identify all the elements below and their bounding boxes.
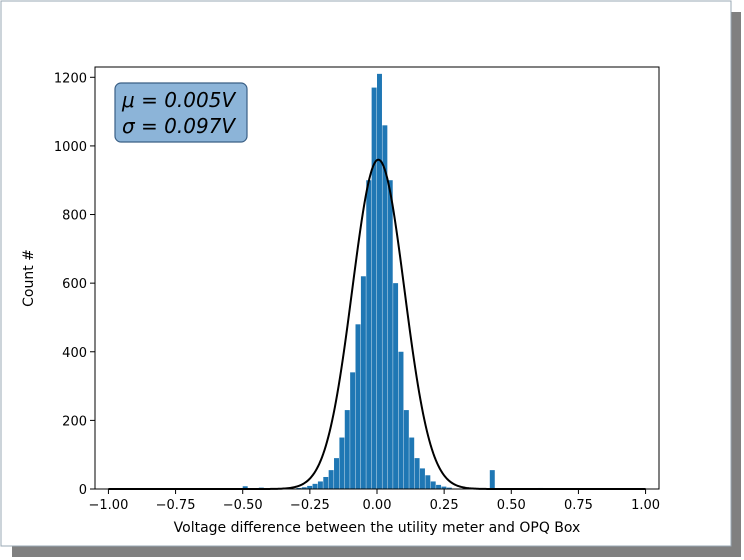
histogram-bar [312,483,318,489]
histogram-bar [360,276,366,489]
histogram-bar [307,485,313,489]
histogram-bar [436,484,442,489]
x-axis-label: Voltage difference between the utility m… [174,520,581,536]
histogram-bars [242,73,544,490]
histogram-bar [355,324,361,489]
histogram-bar [334,458,339,489]
y-axis-label: Count # [21,249,37,307]
y-tick-label: 600 [62,277,87,292]
histogram-bar [350,372,356,489]
histogram-bar [323,476,329,489]
histogram-bar [403,410,409,489]
x-tick-label: 0.75 [564,498,593,513]
stats-mu-text: μ = 0.005V [121,88,236,112]
histogram-bar [446,487,452,489]
histogram-bar [344,410,350,489]
y-tick-label: 1200 [54,71,87,86]
histogram-bar [371,87,377,489]
x-tick-label: 0.00 [363,498,392,513]
histogram-bar [393,283,399,489]
x-tick-label: 0.50 [497,498,526,513]
histogram-bar [430,481,436,489]
y-tick-label: 400 [62,346,87,361]
x-tick-label: 1.00 [631,498,660,513]
histogram-bar [242,486,248,489]
histogram-bar [425,475,431,489]
histogram-bar [387,180,393,489]
histogram-bar [339,437,345,489]
x-tick-label: −0.50 [223,498,263,513]
histogram-bar [409,437,415,489]
histogram-bar [301,487,307,489]
y-tick-label: 1000 [54,140,87,155]
y-axis-ticks: 0 200 400 600 800 1000 1200 [54,71,95,498]
histogram-bar [382,125,388,489]
y-tick-label: 200 [62,414,87,429]
histogram-bar [441,486,447,489]
histogram-bar [377,73,382,490]
x-tick-label: 0.25 [430,498,459,513]
histogram-bar [489,470,495,489]
histogram-bar [419,468,425,489]
x-axis-ticks: −1.00 −0.75 −0.50 −0.25 0.00 0.25 0.50 0.75 1.00 [89,489,660,513]
histogram-bar [398,351,404,489]
histogram-bar [328,470,334,489]
x-tick-label: −0.25 [290,498,330,513]
stats-annotation-box [114,82,248,143]
y-tick-label: 800 [62,209,87,224]
histogram-bar [414,458,420,489]
x-tick-label: −1.00 [89,498,129,513]
histogram-bar [296,487,302,489]
histogram-bar [317,481,323,489]
y-tick-label: 0 [79,483,87,498]
stats-annotation: μ = 0.005V σ = 0.097V [114,82,248,143]
x-tick-label: −0.75 [156,498,196,513]
histogram-bar [366,180,372,489]
stats-sigma-text: σ = 0.097V [122,114,236,138]
